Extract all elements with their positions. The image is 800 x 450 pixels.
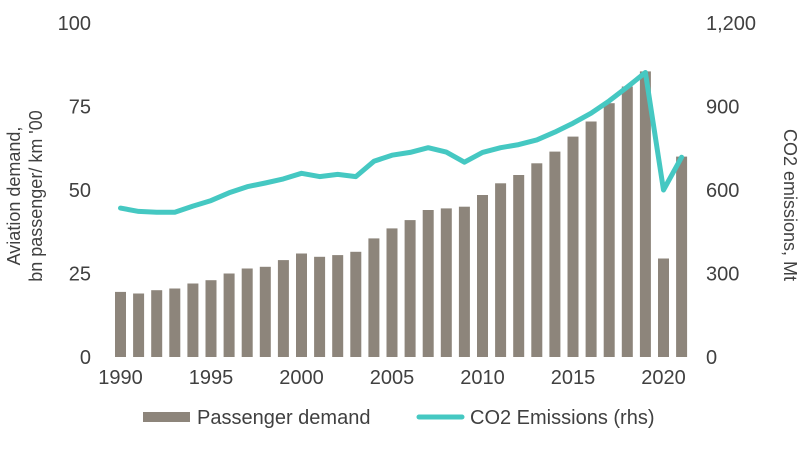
bar-1992 [151, 290, 163, 357]
x-axis-tick-2010: 2010 [460, 367, 505, 389]
bar-2018 [621, 86, 633, 357]
bar-2001 [314, 256, 326, 357]
bar-1998 [259, 266, 271, 357]
bar-2007 [422, 210, 434, 357]
bar-2009 [458, 206, 470, 357]
bar-2010 [477, 195, 488, 357]
passenger-demand-bars [115, 71, 688, 358]
x-axis-tick-2005: 2005 [370, 367, 415, 389]
x-axis-tick-2020: 2020 [641, 367, 686, 389]
right-axis-ticks: 0 300 600 900 1,200 [706, 13, 756, 369]
bar-1991 [133, 293, 145, 357]
bar-2014 [549, 151, 561, 357]
left-axis-ticks: 0 25 50 75 100 [58, 13, 91, 369]
x-axis-tick-1990: 1990 [98, 367, 143, 389]
legend-co2-emissions-label: CO2 Emissions (rhs) [470, 407, 654, 429]
left-axis-tick-25: 25 [69, 264, 91, 286]
left-axis-title-line2: bn passenger/ km '00 [26, 110, 46, 282]
left-axis-tick-100: 100 [58, 13, 91, 35]
bar-2006 [404, 220, 416, 357]
bar-2013 [531, 163, 543, 357]
x-axis-tick-1995: 1995 [189, 367, 234, 389]
bar-2019 [639, 71, 651, 358]
x-axis-ticks: 1990 1995 2000 2005 2010 2015 2020 [98, 367, 686, 389]
bar-2005 [386, 228, 398, 357]
bar-1990 [115, 291, 126, 357]
bar-1996 [223, 273, 235, 357]
bar-2003 [350, 251, 362, 357]
bar-2017 [603, 103, 615, 357]
right-axis-tick-0: 0 [706, 347, 717, 369]
bar-2002 [332, 255, 344, 357]
left-axis-tick-50: 50 [69, 180, 91, 202]
left-axis-title-line1: Aviation demand, [4, 127, 24, 266]
bar-1999 [277, 260, 289, 357]
bar-2000 [296, 253, 307, 357]
right-axis-title: CO2 emissions, Mt [780, 129, 800, 281]
legend-passenger-demand-label: Passenger demand [197, 407, 370, 429]
bar-2016 [585, 121, 597, 357]
right-axis-tick-900: 900 [706, 97, 739, 119]
left-axis-tick-0: 0 [80, 347, 91, 369]
legend-bar-swatch [143, 412, 190, 422]
bar-1993 [169, 288, 181, 357]
co2-emissions-line [118, 70, 685, 215]
right-axis-tick-600: 600 [706, 180, 739, 202]
bar-2008 [440, 208, 452, 357]
x-axis-tick-2015: 2015 [551, 367, 596, 389]
bar-2015 [567, 136, 579, 357]
right-axis-tick-300: 300 [706, 264, 739, 286]
bar-1995 [205, 280, 217, 357]
left-axis-tick-75: 75 [69, 97, 91, 119]
bar-2012 [513, 175, 525, 357]
bar-1997 [241, 268, 253, 357]
bar-2004 [368, 238, 380, 357]
bar-2020 [658, 258, 669, 357]
legend: Passenger demand CO2 Emissions (rhs) [143, 407, 654, 429]
right-axis-tick-1,200: 1,200 [706, 13, 756, 35]
bar-2021 [676, 156, 688, 357]
bar-2011 [495, 183, 507, 357]
x-axis-tick-2000: 2000 [279, 367, 324, 389]
bar-1994 [187, 283, 199, 357]
